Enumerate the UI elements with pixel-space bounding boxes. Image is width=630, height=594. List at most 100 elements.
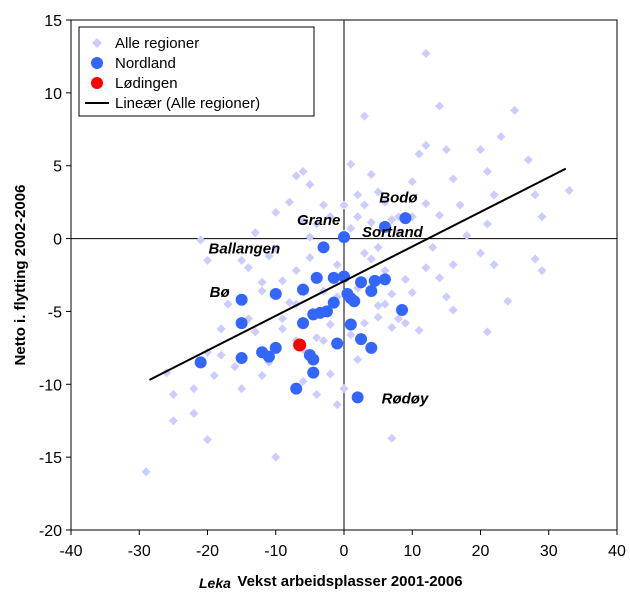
alle-regioner-point (510, 105, 520, 115)
alle-regioner-point (435, 101, 445, 111)
y-tick-label: -5 (48, 304, 62, 321)
alle-regioner-point (482, 167, 492, 177)
alle-regioner-point (387, 289, 397, 299)
alle-regioner-point (441, 292, 451, 302)
nordland-point (365, 341, 378, 354)
alle-regioner-point (353, 212, 363, 222)
alle-regioner-point (332, 400, 342, 410)
nordland-point (262, 350, 275, 363)
alle-regioner-point (243, 263, 253, 273)
alle-regioner-point (305, 232, 315, 242)
alle-regioner-point (359, 111, 369, 121)
alle-regioner-point (373, 301, 383, 311)
alle-regioner-point (319, 200, 329, 210)
alle-regioner-point (346, 159, 356, 169)
alle-regioner-point (203, 435, 212, 445)
x-tick-label: -40 (59, 543, 82, 560)
alle-regioner-point (312, 389, 322, 399)
alle-regioner-point (435, 273, 445, 283)
alle-regioner-point (476, 248, 485, 258)
alle-regioner-point (373, 187, 383, 197)
alle-regioner-point (407, 177, 417, 187)
y-tick-label: -10 (39, 377, 62, 394)
alle-regioner-point (428, 242, 438, 252)
alle-regioner-point (298, 216, 308, 226)
alle-regioner-point (203, 255, 212, 265)
alle-regioner-point (257, 371, 267, 381)
alle-regioner-point (359, 318, 369, 328)
alle-regioner-point (530, 190, 540, 200)
x-tick-label: -30 (128, 543, 151, 560)
alle-regioner-point (298, 376, 308, 386)
nordland-point (355, 276, 368, 289)
alle-regioner-point (359, 200, 369, 210)
alle-regioner-point (489, 260, 499, 270)
alle-regioner-point (394, 228, 404, 238)
nordland-point (320, 305, 333, 318)
alle-regioner-point (400, 274, 410, 284)
alle-regioner-point (564, 185, 574, 195)
annotations-layer: Bodø Grane Ballangen Sortland Bø Rødøy (209, 190, 429, 408)
alle-regioner-point (312, 219, 322, 229)
alle-regioner-point (325, 320, 335, 330)
nordland-point (290, 382, 303, 395)
points-layer (141, 49, 574, 477)
alle-regioner-point (523, 155, 533, 165)
alle-regioner-point (455, 200, 465, 210)
alle-regioner-point (489, 190, 499, 200)
alle-regioner-point (189, 408, 199, 418)
alle-regioner-point (387, 433, 397, 443)
x-tick-label: -20 (196, 543, 219, 560)
alle-regioner-point (373, 242, 383, 252)
alle-regioner-point (250, 327, 260, 337)
alle-regioner-point (448, 305, 458, 315)
legend-label: Lineær (Alle regioner) (115, 95, 260, 112)
alle-regioner-point (257, 286, 267, 296)
alle-regioner-point (380, 197, 390, 207)
alle-regioner-point (387, 322, 397, 332)
alle-regioner-point (421, 263, 431, 273)
alle-regioner-point (496, 132, 506, 142)
y-tick-label: 0 (53, 232, 62, 249)
nordland-point (396, 303, 409, 316)
nordland-point (399, 212, 412, 225)
nordland-point (348, 295, 361, 308)
alle-regioner-point (421, 140, 431, 150)
annotation-label: Rødøy (382, 390, 429, 407)
nordland-point (317, 241, 330, 254)
nordland-point (235, 317, 248, 330)
nordland-point (355, 333, 368, 346)
alle-regioner-point (380, 266, 390, 276)
y-tick-label: -20 (39, 523, 62, 540)
nordland-point (327, 271, 340, 284)
alle-regioner-point (421, 199, 431, 209)
alle-regioner-point (325, 369, 335, 379)
alle-regioner-point (237, 384, 247, 394)
x-tick-label: 10 (403, 543, 421, 560)
nordland-point (338, 231, 350, 244)
alle-regioner-point (414, 149, 424, 159)
alle-regioner-point (462, 231, 472, 241)
overlay-label-leka: Leka (199, 575, 231, 591)
alle-regioner-point (537, 266, 547, 276)
alle-regioner-point (278, 276, 288, 286)
alle-regioner-point (141, 467, 151, 477)
alle-regioner-point (216, 324, 226, 334)
alle-regioner-point (353, 355, 363, 365)
x-tick-label: 30 (540, 543, 558, 560)
nordland-point (365, 285, 378, 298)
nordland-point (378, 220, 391, 233)
alle-regioner-point (394, 314, 404, 324)
alle-regioner-point (298, 167, 308, 177)
trendline (149, 167, 567, 381)
nordland-point (307, 366, 320, 379)
alle-regioner-point (346, 223, 356, 233)
alle-regioner-point (482, 219, 492, 229)
alle-regioner-point (435, 210, 445, 220)
ticks-layer: -40 -30 -20 -10 0 10 20 30 40 15 10 5 0 -5 -10 -15 -20 (39, 13, 626, 560)
alle-regioner-point (441, 145, 451, 155)
alle-regioner-point (264, 251, 274, 261)
nordland-point (235, 352, 248, 365)
alle-regioner-point (448, 174, 458, 184)
